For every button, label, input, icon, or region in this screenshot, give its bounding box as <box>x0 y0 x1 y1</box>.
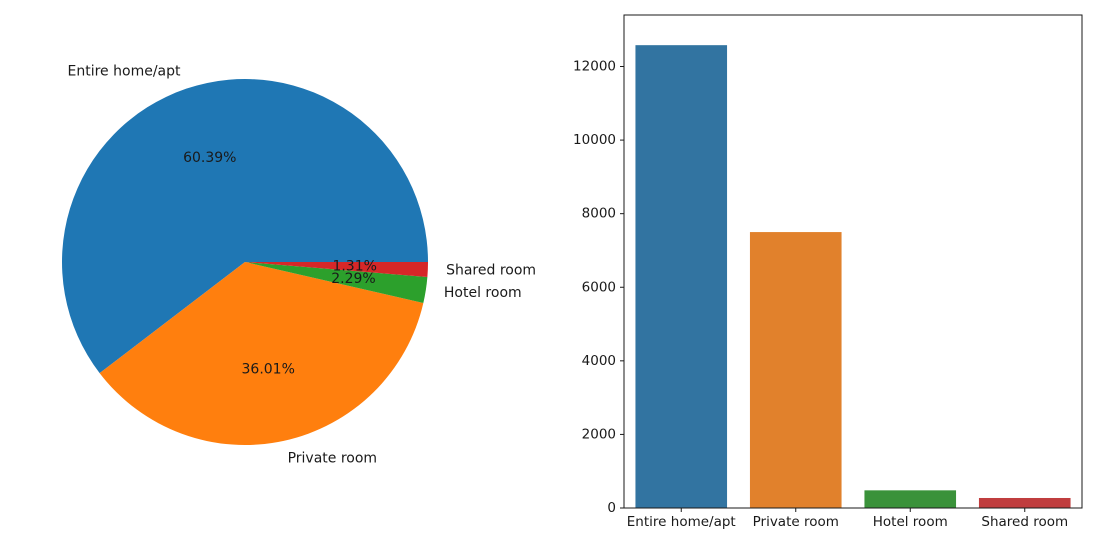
x-tick-label-entire-home-apt: Entire home/apt <box>627 514 736 530</box>
pie-slice-shared-room <box>245 262 428 278</box>
pie-pct-shared-room: 1.31% <box>332 259 376 275</box>
pie-slice-private-room <box>99 262 424 446</box>
y-tick-label: 10000 <box>573 132 616 148</box>
bar-shared-room <box>978 497 1071 508</box>
y-tick-label: 6000 <box>582 279 616 295</box>
y-tick-label: 8000 <box>582 206 616 222</box>
x-tick-label-shared-room: Shared room <box>981 514 1068 530</box>
x-tick-label-private-room: Private room <box>753 514 839 530</box>
pie-pct-hotel-room: 2.29% <box>331 271 375 287</box>
bar-hotel-room <box>864 490 957 508</box>
pie-chart: Entire home/apt 60.39% Private room 36.01% H… <box>61 63 536 467</box>
y-tick-label: 4000 <box>582 353 616 369</box>
pie-slice-hotel-room <box>245 262 428 304</box>
pie-label-entire-home-apt: Entire home/apt <box>68 63 181 79</box>
pie-label-shared-room: Shared room <box>446 262 536 278</box>
x-tick-label-hotel-room: Hotel room <box>873 514 948 530</box>
bar-entire-home-apt <box>635 45 728 509</box>
axes-frame <box>623 14 1083 509</box>
y-tick-label: 0 <box>607 500 616 516</box>
pie-pct-entire-home-apt: 60.39% <box>183 150 236 166</box>
pie-label-private-room: Private room <box>288 451 377 467</box>
pie-slice-entire-home-apt <box>61 78 428 374</box>
pie-label-hotel-room: Hotel room <box>444 285 522 301</box>
y-tick-label: 12000 <box>573 59 616 75</box>
y-tick-label: 2000 <box>582 426 616 442</box>
bar-private-room <box>749 232 842 508</box>
bar-chart: Entire home/apt Private room Hotel room Sha… <box>573 14 1083 530</box>
pie-pct-private-room: 36.01% <box>242 361 295 377</box>
